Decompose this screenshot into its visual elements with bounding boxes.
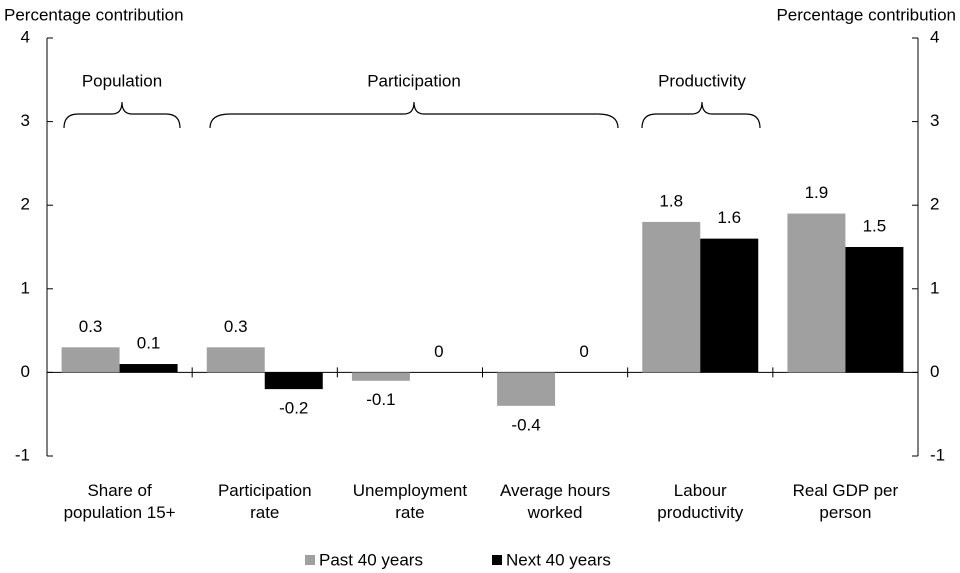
bar bbox=[497, 372, 556, 406]
y2-tick-label: 2 bbox=[930, 195, 939, 214]
value-label: 1.5 bbox=[863, 216, 887, 235]
y-axis-label: Percentage contribution bbox=[4, 5, 184, 24]
value-label: -0.2 bbox=[279, 399, 308, 418]
x-tick-label: Real GDP per person bbox=[793, 481, 899, 522]
bar bbox=[351, 372, 410, 381]
y-tick-label: 1 bbox=[21, 278, 30, 297]
bar bbox=[264, 372, 323, 390]
y-tick-label: 0 bbox=[21, 362, 30, 381]
bar bbox=[61, 347, 120, 373]
bar bbox=[119, 364, 178, 373]
legend-label: Next 40 years bbox=[506, 550, 611, 569]
value-label: 1.9 bbox=[805, 183, 829, 202]
bar bbox=[845, 247, 904, 373]
y-tick-label: 3 bbox=[21, 111, 30, 130]
value-label: 1.6 bbox=[717, 208, 741, 227]
value-label: 0 bbox=[579, 342, 588, 361]
x-tick-label: Unemployment rate bbox=[353, 481, 468, 522]
y2-tick-label: -1 bbox=[930, 445, 945, 464]
x-tick-label: Average hours worked bbox=[500, 481, 610, 522]
y2-tick-label: 0 bbox=[930, 362, 939, 381]
value-label: -0.4 bbox=[511, 415, 540, 434]
y2-axis-label: Percentage contribution bbox=[776, 5, 956, 24]
bar bbox=[787, 213, 846, 373]
y-tick-label: 4 bbox=[21, 27, 30, 46]
bar bbox=[206, 347, 265, 373]
value-label: 1.8 bbox=[659, 191, 683, 210]
y-tick-label: -1 bbox=[15, 445, 30, 464]
value-label: 0 bbox=[434, 342, 443, 361]
y2-tick-label: 1 bbox=[930, 278, 939, 297]
value-label: -0.1 bbox=[366, 390, 395, 409]
value-label: 0.1 bbox=[137, 334, 161, 353]
annotation: Participation bbox=[367, 71, 461, 90]
annotation: Productivity bbox=[658, 71, 746, 90]
y2-tick-label: 3 bbox=[930, 111, 939, 130]
x-tick-label: Participation rate bbox=[218, 481, 312, 522]
x-tick-label: Share of population 15+ bbox=[64, 481, 176, 522]
x-tick-label: Labour productivity bbox=[657, 481, 743, 522]
legend-swatch bbox=[492, 555, 502, 565]
annotation: Population bbox=[82, 71, 162, 90]
value-label: 0.3 bbox=[79, 317, 103, 336]
bar bbox=[700, 238, 759, 373]
y2-tick-label: 4 bbox=[930, 27, 939, 46]
bar bbox=[642, 221, 701, 373]
y-tick-label: 2 bbox=[21, 195, 30, 214]
legend-swatch bbox=[305, 555, 315, 565]
braces bbox=[63, 101, 761, 129]
value-label: 0.3 bbox=[224, 317, 248, 336]
legend-label: Past 40 years bbox=[319, 550, 423, 569]
